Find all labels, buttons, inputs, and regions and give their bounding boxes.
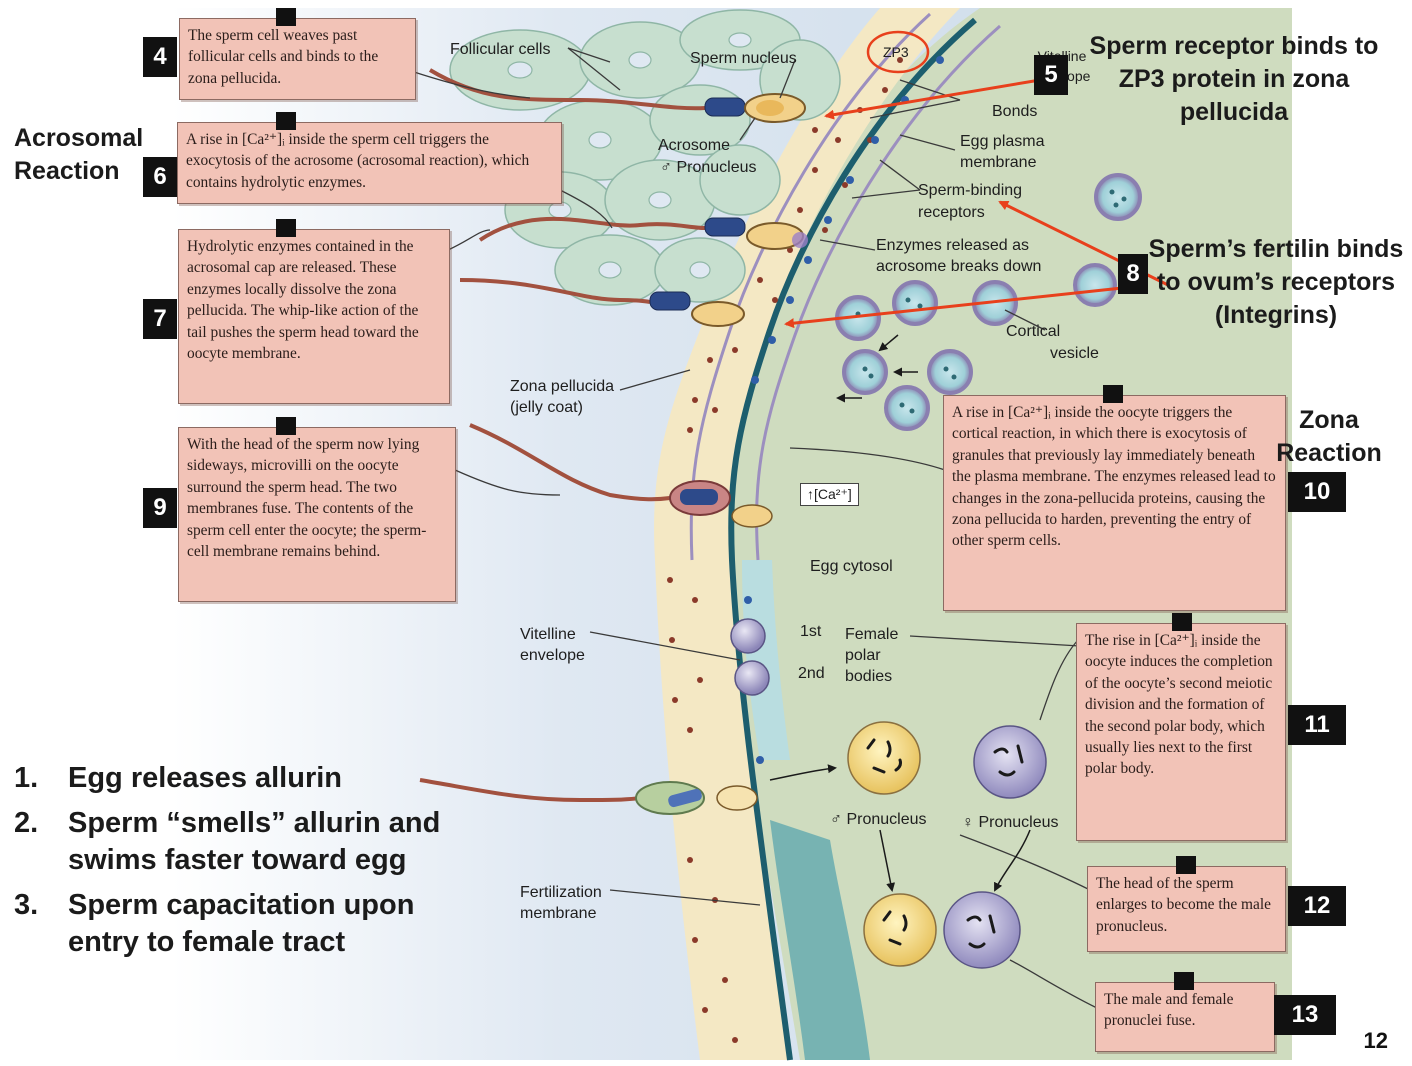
- step-badge-7: 7: [143, 299, 177, 339]
- label-enzymes-released: Enzymes released as acrosome breaks down: [876, 237, 1042, 275]
- step-badge-6: 6: [143, 157, 177, 197]
- caption-flag-13: [1174, 972, 1194, 990]
- sperm-binding-receptor-dots: [744, 56, 944, 764]
- list-item-number: 3.: [14, 889, 39, 921]
- list-item: 1. Egg releases allurin: [14, 760, 488, 797]
- caption-step-9: With the head of the sperm now lying sid…: [178, 427, 456, 602]
- caption-step-6: A rise in [Ca²⁺]ᵢ inside the sperm cell …: [177, 122, 562, 204]
- allurin-steps-list: 1. Egg releases allurin 2. Sperm “smells…: [14, 760, 488, 969]
- caption-flag-10: [1103, 385, 1123, 403]
- list-item-text: Sperm capacitation upon entry to female …: [68, 889, 415, 958]
- step-badge-9: 9: [143, 488, 177, 528]
- caption-flag-7: [276, 219, 296, 237]
- label-zp3: ZP3: [883, 44, 909, 60]
- step-badge-13: 13: [1274, 995, 1336, 1035]
- label-sperm-binding-receptors: Sperm-binding receptors: [918, 182, 1023, 221]
- heading-zona-reaction: Zona Reaction: [1276, 406, 1382, 467]
- note-zp3-binding: Sperm receptor binds to ZP3 protein in z…: [1089, 32, 1379, 126]
- page-number: 12: [1363, 1028, 1388, 1053]
- caption-flag-4: [276, 8, 296, 26]
- label-egg-cytosol: Egg cytosol: [810, 558, 893, 575]
- male-pronucleus-shape: [847, 721, 921, 795]
- list-item-number: 1.: [14, 762, 39, 794]
- step-badge-10: 10: [1288, 472, 1346, 512]
- step-badge-4: 4: [143, 37, 177, 77]
- polar-body-1st: [730, 618, 766, 654]
- list-item: 2. Sperm “smells” allurin and swims fast…: [14, 805, 488, 879]
- list-item: 3. Sperm capacitation upon entry to fema…: [14, 887, 488, 961]
- label-follicular-cells: Follicular cells: [450, 41, 550, 58]
- label-zona-pellucida: Zona pellucida (jelly coat): [510, 378, 615, 416]
- caption-step-4: The sperm cell weaves past follicular ce…: [179, 18, 416, 100]
- step-badge-12: 12: [1288, 886, 1346, 926]
- label-cortical-vesicle-1: Cortical: [1006, 323, 1060, 340]
- caption-flag-12: [1176, 856, 1196, 874]
- sperm-cell-2: [478, 216, 808, 250]
- label-sperm-nucleus: Sperm nucleus: [690, 50, 797, 67]
- label-ca-rise: ↑[Ca²⁺]: [800, 483, 859, 506]
- label-female-pronucleus: ♀ Pronucleus: [962, 814, 1059, 831]
- caption-step-13: The male and female pronuclei fuse.: [1095, 982, 1275, 1052]
- cortical-vesicles: [835, 173, 1142, 431]
- label-egg-plasma-membrane: Egg plasma membrane: [960, 133, 1045, 171]
- label-male-pronucleus: ♂ Pronucleus: [830, 811, 927, 828]
- sperm-cell-fusing: [469, 423, 773, 528]
- label-female-polar-bodies: Female polar bodies: [845, 626, 899, 685]
- callout-lines: [413, 47, 1098, 1009]
- caption-step-11: The rise in [Ca²⁺]ᵢ inside the oocyte in…: [1076, 623, 1286, 841]
- zp3-highlight-circle: [866, 30, 930, 74]
- list-item-number: 2.: [14, 807, 39, 839]
- caption-step-7: Hydrolytic enzymes contained in the acro…: [178, 229, 450, 404]
- label-cortical-vesicle-2: vesicle: [1050, 345, 1099, 362]
- fusing-female-pronucleus: [943, 891, 1021, 969]
- polar-body-2nd: [734, 660, 770, 696]
- step-badge-8: 8: [1118, 254, 1148, 294]
- fusing-male-pronucleus: [863, 893, 937, 967]
- sperm-cell-3: [459, 278, 745, 327]
- label-acrosome: Acrosome: [658, 137, 730, 154]
- sperm-cell-entering: [419, 778, 758, 815]
- label-polar-1st: 1st: [800, 623, 822, 640]
- list-item-text: Egg releases allurin: [68, 762, 343, 794]
- sperm-cell-1: [428, 68, 806, 123]
- caption-step-10: A rise in [Ca²⁺]ᵢ inside the oocyte trig…: [943, 395, 1286, 611]
- heading-acrosomal-reaction: Acrosomal Reaction: [14, 124, 144, 185]
- label-male-pronucleus-top: ♂ Pronucleus: [660, 159, 757, 176]
- label-bonds: Bonds: [992, 103, 1037, 120]
- step-badge-5: 5: [1034, 55, 1068, 95]
- label-vitelline-envelope: Vitelline envelope: [520, 626, 585, 664]
- caption-step-12: The head of the sperm enlarges to become…: [1087, 866, 1286, 952]
- caption-flag-9: [276, 417, 296, 435]
- label-fertilization-membrane: Fertilization membrane: [520, 884, 602, 922]
- list-item-text: Sperm “smells” allurin and swims faster …: [68, 807, 441, 876]
- note-fertilin-binding: Sperm’s fertilin binds to ovum’s recepto…: [1148, 235, 1404, 329]
- female-pronucleus-shape: [973, 725, 1047, 799]
- step-badge-11: 11: [1288, 705, 1346, 745]
- label-polar-2nd: 2nd: [798, 665, 825, 682]
- caption-flag-11: [1172, 613, 1192, 631]
- zona-granules: [667, 57, 903, 1043]
- caption-flag-6: [276, 112, 296, 130]
